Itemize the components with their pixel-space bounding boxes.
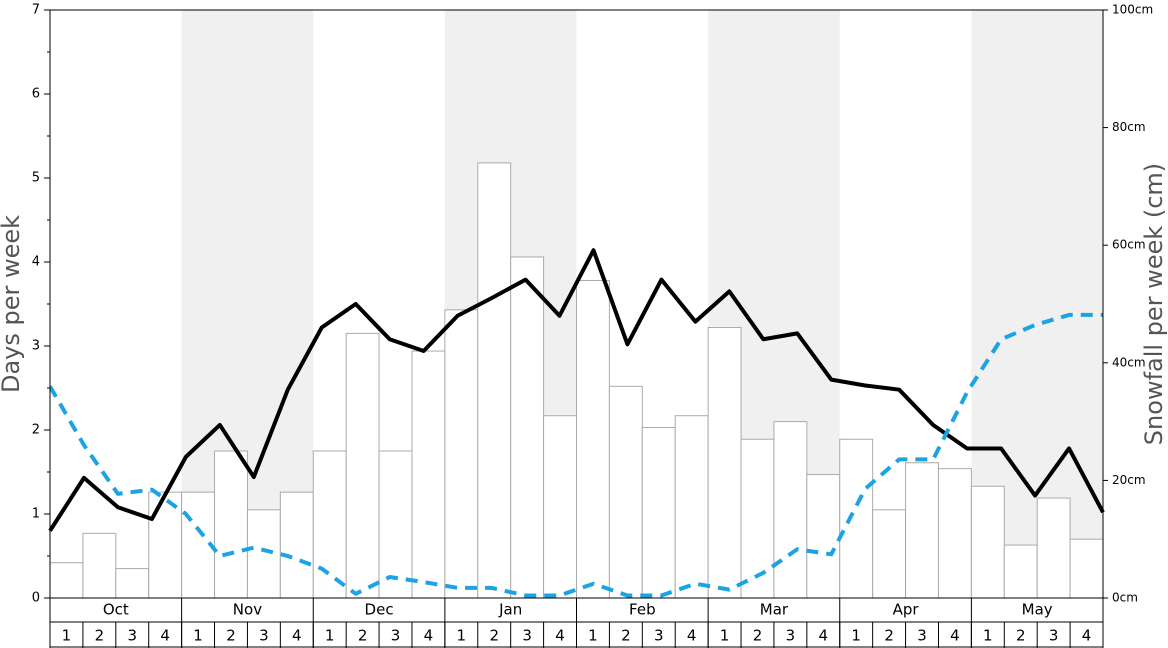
x-tick-label: 4 [687, 627, 697, 645]
month-label: Nov [233, 601, 262, 619]
y-tick-label: 2 [32, 423, 40, 438]
bar [345, 332, 380, 599]
x-tick-label: 4 [819, 627, 829, 645]
x-tick-label: 2 [358, 627, 368, 645]
y2-tick-label: 40cm [1112, 355, 1146, 369]
bar [674, 415, 709, 599]
bar [1069, 538, 1104, 599]
month-label: Oct [103, 601, 129, 619]
x-tick-label: 2 [489, 627, 499, 645]
y2-axis-label: Snowfall per week (cm) [1140, 163, 1168, 445]
bar [905, 462, 939, 599]
x-tick-label: 3 [259, 627, 269, 645]
x-tick-label: 4 [160, 627, 170, 645]
x-tick-label: 3 [1049, 627, 1059, 645]
bar [148, 491, 183, 599]
x-tick-label: 2 [753, 627, 763, 645]
y-axis-label: Days per week [0, 215, 25, 393]
month-label: Jan [498, 601, 522, 619]
x-tick-label: 4 [555, 627, 565, 645]
y2-tick-label: 20cm [1112, 473, 1146, 487]
y2-tick-label: 100cm [1112, 3, 1153, 17]
month-label: Apr [893, 601, 920, 619]
bar [1036, 497, 1071, 599]
line [48, 312, 1103, 598]
bar [214, 450, 248, 599]
bar [1003, 544, 1038, 599]
bar [115, 568, 150, 599]
y-tick-label: 0 [32, 591, 40, 606]
bar [246, 509, 281, 599]
y-tick-label: 4 [32, 255, 40, 270]
x-tick-label: 4 [424, 627, 434, 645]
bar [937, 468, 972, 599]
x-tick-label: 3 [786, 627, 796, 645]
y2-tick-label: 60cm [1112, 238, 1146, 252]
x-tick-label: 3 [522, 627, 532, 645]
bar [970, 485, 1005, 599]
x-tick-label: 3 [391, 627, 401, 645]
x-tick-label: 1 [62, 627, 72, 645]
x-tick-label: 1 [720, 627, 730, 645]
line [48, 248, 1105, 532]
month-label: Mar [760, 601, 789, 619]
bar [411, 350, 446, 599]
bar [82, 532, 117, 599]
x-tick-label: 4 [950, 627, 960, 645]
y2-tick-label: 80cm [1112, 120, 1146, 134]
bar [312, 450, 347, 599]
x-tick-label: 1 [457, 627, 467, 645]
y-tick-label: 3 [32, 339, 40, 354]
bar [279, 491, 314, 599]
x-tick-label: 1 [851, 627, 861, 645]
bar [707, 327, 742, 599]
x-tick-label: 1 [325, 627, 335, 645]
x-tick-label: 2 [1016, 627, 1026, 645]
x-tick-label: 2 [95, 627, 105, 645]
bar [510, 256, 545, 599]
x-tick-label: 1 [193, 627, 203, 645]
bar [477, 162, 512, 599]
bar [806, 474, 841, 599]
y-tick-label: 1 [32, 507, 40, 522]
bar [608, 385, 643, 599]
x-tick-label: 1 [983, 627, 993, 645]
month-label: Dec [365, 601, 394, 619]
month-label: Feb [629, 601, 656, 619]
x-tick-label: 2 [621, 627, 631, 645]
y-tick-label: 6 [32, 87, 40, 102]
x-tick-label: 2 [226, 627, 236, 645]
bar [444, 309, 479, 599]
x-tick-label: 1 [588, 627, 598, 645]
bar [872, 509, 907, 599]
x-tick-label: 2 [884, 627, 894, 645]
bar [49, 562, 84, 599]
x-tick-label: 3 [654, 627, 664, 645]
bar [641, 426, 676, 599]
y-tick-label: 5 [32, 171, 40, 186]
bar [773, 421, 808, 599]
x-tick-label: 3 [127, 627, 137, 645]
bar [839, 438, 874, 599]
bar [543, 415, 577, 599]
bar [576, 279, 610, 599]
month-label: May [1022, 601, 1053, 619]
x-tick-label: 4 [1082, 627, 1092, 645]
x-tick-label: 3 [917, 627, 927, 645]
x-tick-label: 4 [292, 627, 302, 645]
y-tick-label: 7 [32, 3, 40, 18]
y2-tick-label: 0cm [1112, 591, 1138, 605]
